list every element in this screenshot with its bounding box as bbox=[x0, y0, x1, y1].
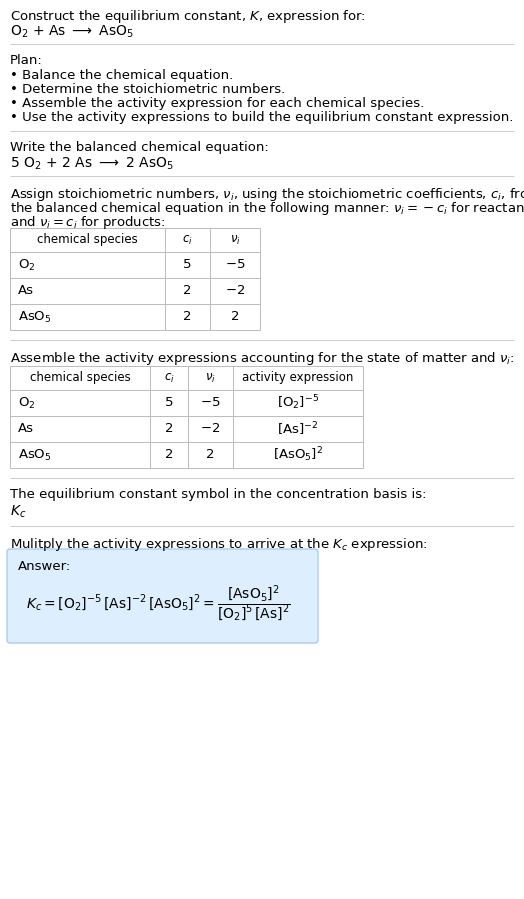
Text: 5 $\mathrm{O_2}$ + 2 As $\longrightarrow$ 2 $\mathrm{AsO_5}$: 5 $\mathrm{O_2}$ + 2 As $\longrightarrow… bbox=[10, 156, 174, 173]
Text: activity expression: activity expression bbox=[242, 371, 354, 385]
Text: $K_c = [\mathrm{O_2}]^{-5}\,[\mathrm{As}]^{-2}\,[\mathrm{AsO_5}]^2 = \dfrac{[\ma: $K_c = [\mathrm{O_2}]^{-5}\,[\mathrm{As}… bbox=[26, 583, 291, 624]
Text: the balanced chemical equation in the following manner: $\nu_i = -c_i$ for react: the balanced chemical equation in the fo… bbox=[10, 200, 524, 217]
Text: $-5$: $-5$ bbox=[200, 396, 221, 410]
Text: Answer:: Answer: bbox=[18, 560, 71, 573]
Text: $\nu_i$: $\nu_i$ bbox=[230, 234, 241, 246]
Text: Construct the equilibrium constant, $K$, expression for:: Construct the equilibrium constant, $K$,… bbox=[10, 8, 366, 25]
Text: $\mathrm{O_2}$: $\mathrm{O_2}$ bbox=[18, 257, 36, 272]
Text: Assign stoichiometric numbers, $\nu_i$, using the stoichiometric coefficients, $: Assign stoichiometric numbers, $\nu_i$, … bbox=[10, 186, 524, 203]
Text: $\nu_i$: $\nu_i$ bbox=[205, 371, 216, 385]
Text: • Balance the chemical equation.: • Balance the chemical equation. bbox=[10, 69, 233, 82]
Text: $[\mathrm{As}]^{-2}$: $[\mathrm{As}]^{-2}$ bbox=[277, 420, 319, 438]
Text: Mulitply the activity expressions to arrive at the $K_c$ expression:: Mulitply the activity expressions to arr… bbox=[10, 536, 428, 553]
Text: $-2$: $-2$ bbox=[200, 423, 221, 435]
Text: 2: 2 bbox=[165, 449, 173, 461]
Text: 5: 5 bbox=[183, 259, 192, 271]
Text: 2: 2 bbox=[183, 284, 192, 298]
Text: As: As bbox=[18, 423, 34, 435]
Text: $\mathrm{AsO_5}$: $\mathrm{AsO_5}$ bbox=[18, 309, 51, 325]
Text: 2: 2 bbox=[206, 449, 215, 461]
Text: chemical species: chemical species bbox=[37, 234, 138, 246]
Text: $-2$: $-2$ bbox=[225, 284, 245, 298]
Text: As: As bbox=[18, 284, 34, 298]
Text: $-5$: $-5$ bbox=[225, 259, 245, 271]
Text: • Assemble the activity expression for each chemical species.: • Assemble the activity expression for e… bbox=[10, 97, 424, 110]
Text: $\mathrm{O_2}$ + As $\longrightarrow$ $\mathrm{AsO_5}$: $\mathrm{O_2}$ + As $\longrightarrow$ $\… bbox=[10, 24, 134, 40]
Text: 2: 2 bbox=[231, 310, 239, 324]
Text: and $\nu_i = c_i$ for products:: and $\nu_i = c_i$ for products: bbox=[10, 214, 166, 231]
Text: $K_c$: $K_c$ bbox=[10, 504, 26, 521]
Text: Write the balanced chemical equation:: Write the balanced chemical equation: bbox=[10, 141, 269, 154]
Text: $c_i$: $c_i$ bbox=[182, 234, 193, 246]
Text: $[\mathrm{O_2}]^{-5}$: $[\mathrm{O_2}]^{-5}$ bbox=[277, 394, 319, 413]
Text: 5: 5 bbox=[165, 396, 173, 410]
Text: $\mathrm{O_2}$: $\mathrm{O_2}$ bbox=[18, 396, 36, 411]
Text: • Determine the stoichiometric numbers.: • Determine the stoichiometric numbers. bbox=[10, 83, 285, 96]
Text: Assemble the activity expressions accounting for the state of matter and $\nu_i$: Assemble the activity expressions accoun… bbox=[10, 350, 515, 367]
Text: $[\mathrm{AsO_5}]^2$: $[\mathrm{AsO_5}]^2$ bbox=[273, 446, 323, 465]
Text: chemical species: chemical species bbox=[30, 371, 130, 385]
Text: $\mathrm{AsO_5}$: $\mathrm{AsO_5}$ bbox=[18, 448, 51, 463]
Text: $c_i$: $c_i$ bbox=[163, 371, 174, 385]
FancyBboxPatch shape bbox=[7, 549, 318, 643]
Text: Plan:: Plan: bbox=[10, 54, 43, 67]
Text: The equilibrium constant symbol in the concentration basis is:: The equilibrium constant symbol in the c… bbox=[10, 488, 427, 501]
Text: • Use the activity expressions to build the equilibrium constant expression.: • Use the activity expressions to build … bbox=[10, 111, 514, 124]
Text: 2: 2 bbox=[183, 310, 192, 324]
Text: 2: 2 bbox=[165, 423, 173, 435]
